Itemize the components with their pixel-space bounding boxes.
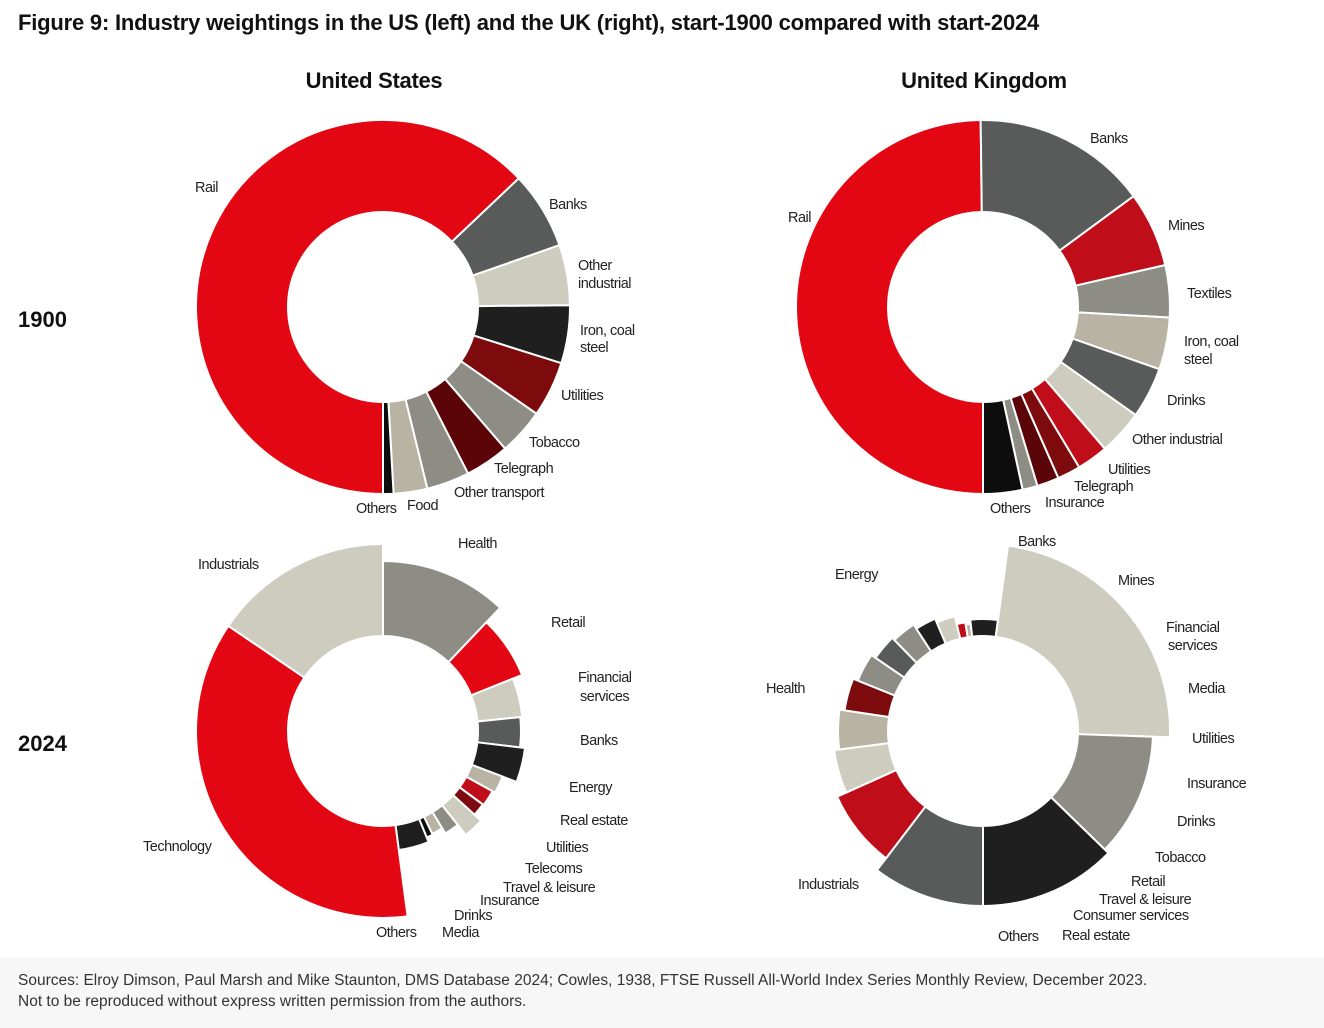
slice-label-food: Food (407, 498, 438, 514)
slice-label-rail: Rail (788, 210, 811, 226)
slice-label-industrials: Industrials (798, 877, 859, 893)
footer: Sources: Elroy Dimson, Paul Marsh and Mi… (0, 958, 1324, 1028)
slice-united-states-2024-health (382, 559, 502, 664)
row-label-1900: 1900 (18, 307, 67, 332)
slice-united-kingdom-2024-industrials (994, 544, 1171, 739)
slice-label-travel-leisure: Travel & leisure (503, 880, 596, 896)
sources-line-1: Sources: Elroy Dimson, Paul Marsh and Mi… (18, 972, 1148, 989)
slice-united-kingdom-2024-others (969, 618, 1000, 638)
slice-label-media: Media (1188, 681, 1226, 697)
slice-label-services: services (580, 689, 629, 705)
slice-label-banks: Banks (580, 733, 618, 749)
column-title-uk: United Kingdom (901, 68, 1067, 93)
slice-label-others: Others (990, 501, 1031, 517)
slice-label-steel: steel (1184, 352, 1212, 368)
slice-label-utilities: Utilities (1192, 731, 1234, 747)
slice-label-technology: Technology (143, 839, 213, 855)
slice-label-health: Health (766, 681, 805, 697)
slice-united-kingdom-1900-others (982, 398, 1024, 496)
slice-label-others: Others (356, 501, 397, 517)
slice-united-states-2024-technology (195, 624, 409, 919)
slice-label-mines: Mines (1118, 573, 1154, 589)
slice-label-financial: Financial (1166, 620, 1220, 636)
slice-united-states-2024-industrials (226, 542, 384, 679)
slice-label-utilities: Utilities (1108, 462, 1150, 478)
donut-us-2024 (195, 542, 527, 919)
slice-label-banks: Banks (1090, 131, 1128, 147)
slice-label-financial: Financial (578, 670, 632, 686)
slice-label-media: Media (442, 925, 480, 941)
slice-label-other: Other (578, 258, 612, 274)
slice-label-others: Others (376, 925, 417, 941)
slice-label-iron-coal: Iron, coal (580, 323, 635, 339)
slice-label-energy: Energy (835, 567, 879, 583)
slice-label-telegraph: Telegraph (1074, 479, 1134, 495)
slice-label-telecoms: Telecoms (525, 861, 582, 877)
slice-label-iron-coal: Iron, coal (1184, 334, 1239, 350)
donut-uk-2024 (833, 544, 1171, 908)
slice-label-other-transport: Other transport (454, 485, 544, 501)
sources-line-2: Not to be reproduced without express wri… (18, 993, 527, 1010)
slice-label-travel-leisure: Travel & leisure (1099, 892, 1192, 908)
slice-label-banks: Banks (1018, 534, 1056, 550)
slice-label-banks: Banks (549, 197, 587, 213)
slice-label-mines: Mines (1168, 218, 1204, 234)
slice-united-states-1900-others (382, 400, 395, 496)
row-label-2024: 2024 (18, 731, 67, 756)
figure-title: Figure 9: Industry weightings in the US … (18, 10, 1040, 35)
donut-uk-1900 (795, 119, 1171, 496)
slice-united-kingdom-2024-mines (835, 768, 927, 860)
slice-label-drinks: Drinks (1177, 814, 1215, 830)
slice-label-rail: Rail (195, 180, 218, 196)
slice-label-services: services (1168, 638, 1217, 654)
slice-label-insurance: Insurance (1045, 495, 1105, 511)
slice-label-industrials: Industrials (198, 557, 259, 573)
column-title-us: United States (305, 68, 443, 93)
slice-label-steel: steel (580, 340, 608, 356)
slice-label-tobacco: Tobacco (1155, 850, 1206, 866)
slice-label-drinks: Drinks (1167, 393, 1205, 409)
slice-label-consumer-services: Consumer services (1073, 908, 1189, 924)
slice-label-retail: Retail (1131, 874, 1165, 890)
slice-label-utilities: Utilities (546, 840, 588, 856)
slice-label-insurance: Insurance (1187, 776, 1247, 792)
slice-label-energy: Energy (569, 780, 613, 796)
slice-label-retail: Retail (551, 615, 585, 631)
slice-label-other-industrial: Other industrial (1132, 432, 1223, 448)
slice-label-drinks: Drinks (454, 908, 492, 924)
slice-label-health: Health (458, 536, 497, 552)
slice-label-industrial: industrial (578, 276, 631, 292)
slice-label-tobacco: Tobacco (529, 435, 580, 451)
donut-us-1900 (195, 119, 572, 496)
slice-united-states-1900-rail (195, 119, 521, 496)
slice-united-states-2024-retail (447, 620, 524, 697)
slice-label-textiles: Textiles (1187, 286, 1232, 302)
slice-label-others: Others (998, 929, 1039, 945)
slice-label-insurance: Insurance (480, 893, 540, 909)
slice-label-utilities: Utilities (561, 388, 603, 404)
slice-united-kingdom-2024-energy (982, 795, 1110, 908)
slice-united-kingdom-1900-rail (795, 119, 984, 496)
slice-united-kingdom-2024-banks (875, 805, 984, 908)
slice-label-real-estate: Real estate (1062, 928, 1130, 944)
slice-label-telegraph: Telegraph (494, 461, 554, 477)
slice-label-real-estate: Real estate (560, 813, 628, 829)
